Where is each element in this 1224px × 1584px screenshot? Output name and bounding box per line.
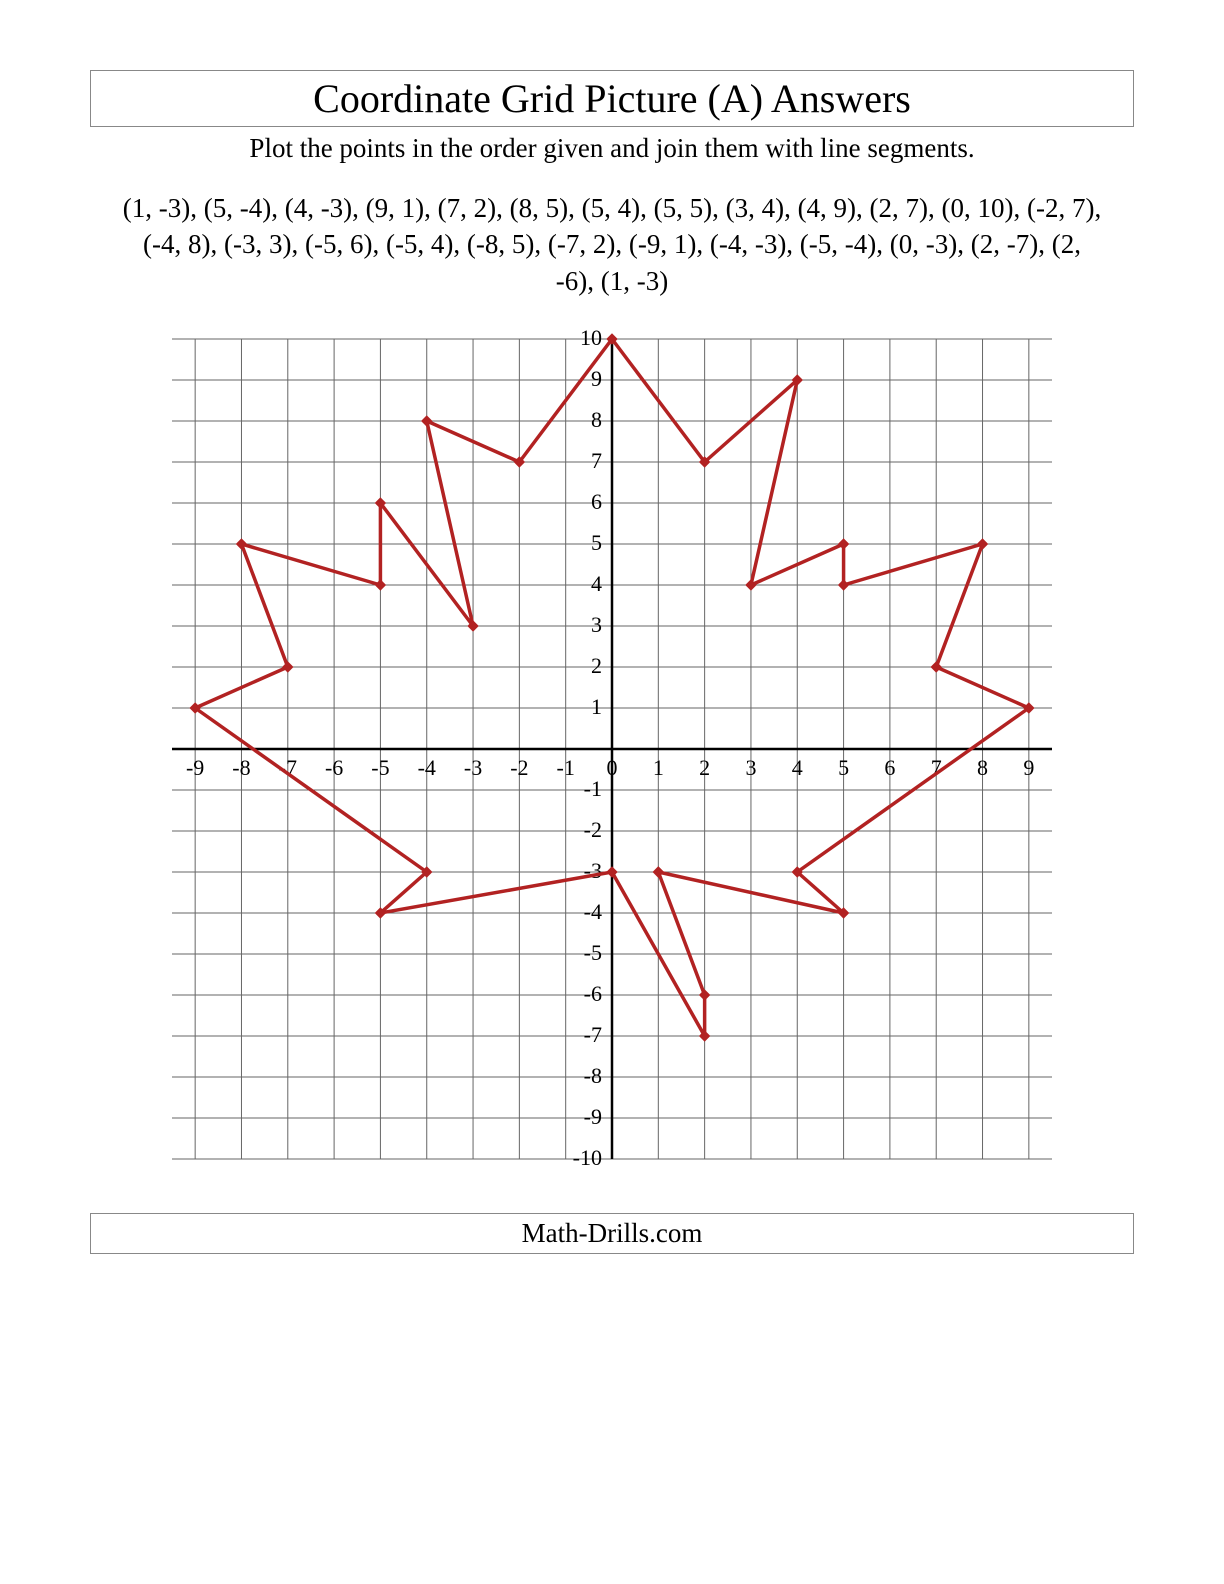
- svg-text:4: 4: [792, 755, 803, 780]
- page-title: Coordinate Grid Picture (A) Answers: [90, 70, 1134, 127]
- svg-text:-5: -5: [584, 940, 602, 965]
- svg-text:-2: -2: [510, 755, 528, 780]
- coordinates-list: (1, -3), (5, -4), (4, -3), (9, 1), (7, 2…: [122, 190, 1102, 299]
- svg-text:-6: -6: [325, 755, 343, 780]
- svg-text:-3: -3: [464, 755, 482, 780]
- svg-text:3: 3: [591, 612, 602, 637]
- page-footer: Math-Drills.com: [90, 1213, 1134, 1254]
- svg-text:6: 6: [884, 755, 895, 780]
- svg-text:2: 2: [591, 653, 602, 678]
- svg-text:5: 5: [838, 755, 849, 780]
- svg-text:1: 1: [591, 694, 602, 719]
- svg-text:1: 1: [653, 755, 664, 780]
- svg-text:10: 10: [580, 325, 602, 350]
- instructions-text: Plot the points in the order given and j…: [90, 133, 1134, 164]
- svg-text:-7: -7: [584, 1022, 602, 1047]
- svg-text:-5: -5: [371, 755, 389, 780]
- svg-text:-10: -10: [573, 1145, 602, 1170]
- svg-text:-1: -1: [557, 755, 575, 780]
- svg-text:5: 5: [591, 530, 602, 555]
- svg-text:-8: -8: [232, 755, 250, 780]
- svg-text:9: 9: [591, 366, 602, 391]
- svg-text:8: 8: [591, 407, 602, 432]
- svg-text:2: 2: [699, 755, 710, 780]
- svg-text:6: 6: [591, 489, 602, 514]
- svg-text:7: 7: [591, 448, 602, 473]
- svg-text:-4: -4: [418, 755, 436, 780]
- svg-text:-8: -8: [584, 1063, 602, 1088]
- worksheet-page: Coordinate Grid Picture (A) Answers Plot…: [0, 0, 1224, 1584]
- coordinate-grid-chart: -9-8-7-6-5-4-3-2-10123456789-10-9-8-7-6-…: [152, 319, 1072, 1179]
- svg-text:9: 9: [1023, 755, 1034, 780]
- svg-text:-4: -4: [584, 899, 602, 924]
- svg-text:-3: -3: [584, 858, 602, 883]
- svg-text:0: 0: [607, 755, 618, 780]
- svg-text:-6: -6: [584, 981, 602, 1006]
- svg-text:-2: -2: [584, 817, 602, 842]
- svg-text:-1: -1: [584, 776, 602, 801]
- svg-text:3: 3: [745, 755, 756, 780]
- svg-text:-9: -9: [584, 1104, 602, 1129]
- svg-text:-9: -9: [186, 755, 204, 780]
- svg-text:8: 8: [977, 755, 988, 780]
- chart-container: -9-8-7-6-5-4-3-2-10123456789-10-9-8-7-6-…: [90, 319, 1134, 1179]
- svg-text:4: 4: [591, 571, 602, 596]
